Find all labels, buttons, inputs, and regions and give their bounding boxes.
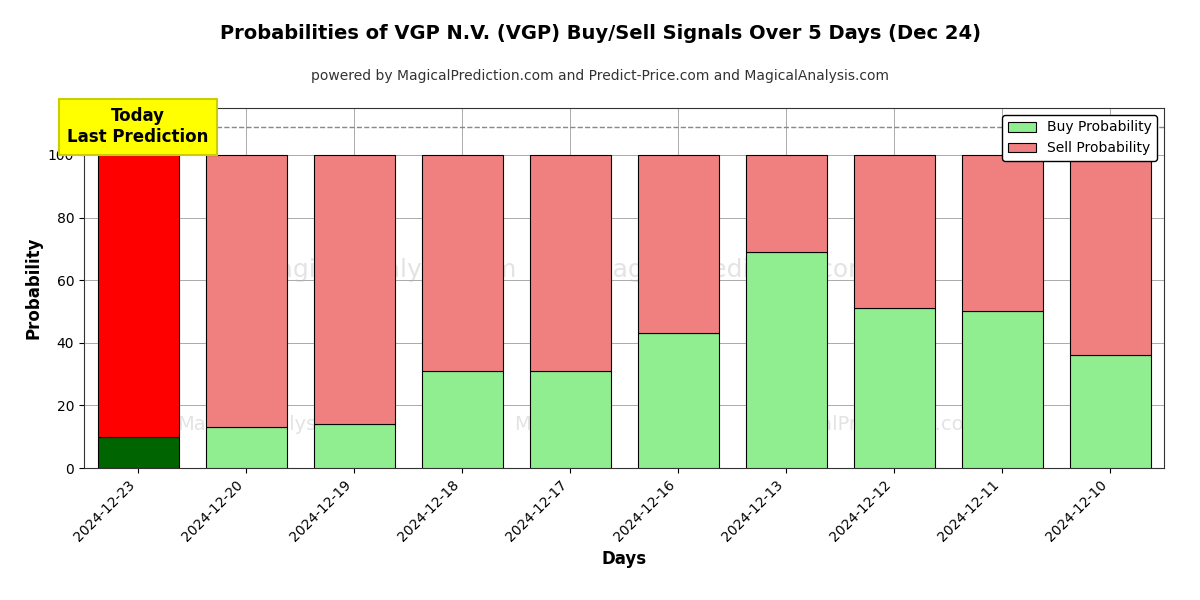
Bar <box>637 155 719 334</box>
Text: MagicalPrediction.com: MagicalPrediction.com <box>592 258 872 282</box>
Bar <box>637 334 719 468</box>
Legend: Buy Probability, Sell Probability: Buy Probability, Sell Probability <box>1002 115 1157 161</box>
Bar <box>205 427 287 468</box>
Bar <box>853 155 935 308</box>
Bar <box>529 371 611 468</box>
Text: powered by MagicalPrediction.com and Predict-Price.com and MagicalAnalysis.com: powered by MagicalPrediction.com and Pre… <box>311 69 889 83</box>
X-axis label: Days: Days <box>601 550 647 568</box>
Bar <box>853 308 935 468</box>
Y-axis label: Probability: Probability <box>24 237 42 339</box>
Text: MagicalAnalysis.com: MagicalAnalysis.com <box>178 415 379 434</box>
Bar <box>313 155 395 424</box>
Bar <box>745 252 827 468</box>
Text: Magico: Magico <box>514 415 583 434</box>
Text: MagicalAnalysis.com: MagicalAnalysis.com <box>257 258 516 282</box>
Bar <box>745 155 827 252</box>
Bar <box>529 155 611 371</box>
Bar <box>961 311 1043 468</box>
Bar <box>313 424 395 468</box>
Bar <box>1069 355 1151 468</box>
Bar <box>421 371 503 468</box>
Text: Probabilities of VGP N.V. (VGP) Buy/Sell Signals Over 5 Days (Dec 24): Probabilities of VGP N.V. (VGP) Buy/Sell… <box>220 24 980 43</box>
Bar <box>421 155 503 371</box>
Text: Today
Last Prediction: Today Last Prediction <box>67 107 209 146</box>
Bar <box>97 437 179 468</box>
Bar <box>97 155 179 437</box>
Bar <box>205 155 287 427</box>
Bar <box>1069 155 1151 355</box>
Bar <box>961 155 1043 311</box>
Text: MagicalPrediction.com: MagicalPrediction.com <box>763 415 982 434</box>
